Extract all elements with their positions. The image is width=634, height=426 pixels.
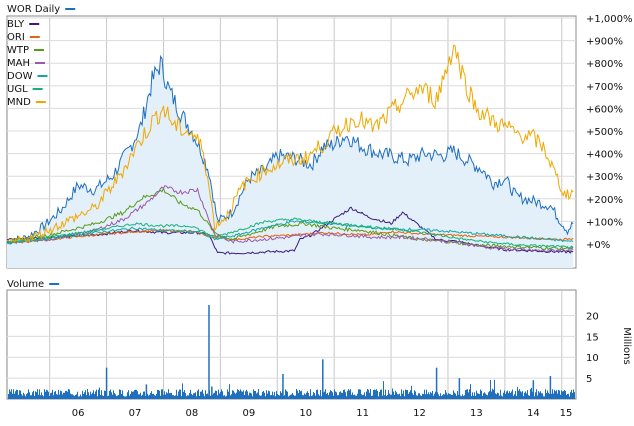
legend-label: WOR Daily (7, 4, 60, 15)
legend-label: DOW (7, 71, 33, 82)
volume-title: Volume (7, 279, 44, 290)
legend-label: MAH (7, 58, 30, 69)
price-y-tick-label: +100% (586, 217, 623, 228)
x-tick-label: 09 (242, 408, 255, 419)
series-line-dow (6, 219, 574, 245)
price-panel: +1,000% +900% +800% +700% +600% +500% +400% +30… (6, 4, 633, 269)
x-tick-labels: 06 07 08 09 10 11 12 13 14 15 (72, 408, 573, 419)
volume-y-axis-label: Millions (621, 327, 632, 364)
legend-label: UGL (7, 84, 28, 95)
x-tick-label: 10 (299, 408, 312, 419)
volume-bars (8, 305, 575, 399)
price-y-tick-label: +0% (586, 240, 610, 251)
x-tick-label: 11 (356, 408, 369, 419)
volume-y-tick-label: 10 (586, 353, 599, 364)
price-y-tick-label: +200% (586, 195, 623, 206)
x-tick-label: 15 (560, 408, 573, 419)
series-line-wtp (6, 186, 574, 251)
price-y-tick-label: +1,000% (586, 14, 633, 25)
x-tick-label: 13 (470, 408, 483, 419)
legend-label: WTP (7, 45, 29, 56)
price-y-tick-label: +500% (586, 127, 623, 138)
series-line-mah (6, 184, 574, 253)
price-series-lines (6, 44, 574, 255)
volume-y-tick-label: 20 (586, 311, 599, 322)
legend: WOR Daily BLY ORI WTP MAH DOW UGL MND (7, 4, 76, 108)
price-y-tick-label: +900% (586, 37, 623, 48)
volume-gridlines (7, 290, 576, 399)
volume-y-tick-label: 5 (586, 374, 592, 385)
legend-label: MND (7, 97, 31, 108)
price-y-tick-label: +400% (586, 150, 623, 161)
x-tick-label: 06 (72, 408, 85, 419)
x-tick-label: 08 (186, 408, 199, 419)
x-tick-label: 14 (527, 408, 540, 419)
x-tick-label: 12 (413, 408, 426, 419)
x-tick-label: 07 (129, 408, 142, 419)
volume-panel-frame (6, 289, 577, 400)
price-y-tick-label: +700% (586, 82, 623, 93)
series-line-ugl (6, 217, 574, 249)
volume-y-tick-label: 15 (586, 332, 599, 343)
series-line-mnd (6, 44, 574, 244)
series-line-ori (6, 228, 574, 244)
volume-y-tick-labels: 20 15 10 5 (586, 311, 599, 385)
legend-label: BLY (7, 19, 25, 30)
price-y-tick-labels: +1,000% +900% +800% +700% +600% +500% +400% +30… (586, 14, 633, 251)
wor-area-fill (7, 56, 574, 269)
price-y-tick-label: +600% (586, 104, 623, 115)
price-y-tick-label: +800% (586, 59, 623, 70)
price-y-tick-label: +300% (586, 172, 623, 183)
legend-label: ORI (7, 32, 25, 43)
volume-panel: Volume 20 15 10 5 Millions (6, 279, 632, 400)
